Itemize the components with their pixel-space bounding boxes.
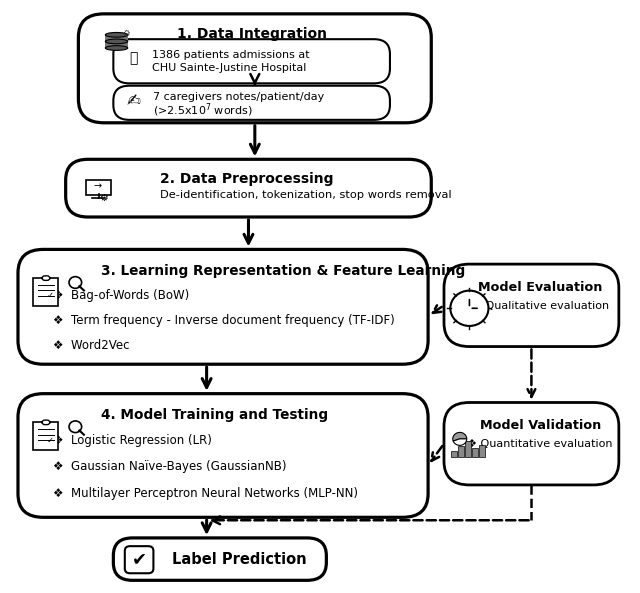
Text: ❖  Logistic Regression (LR): ❖ Logistic Regression (LR) bbox=[53, 433, 212, 447]
Text: ✓: ✓ bbox=[47, 291, 54, 301]
Wedge shape bbox=[453, 439, 467, 445]
Text: De-identification, tokenization, stop words removal: De-identification, tokenization, stop wo… bbox=[160, 190, 451, 200]
Text: ✓: ✓ bbox=[47, 436, 54, 445]
Ellipse shape bbox=[106, 39, 128, 44]
FancyBboxPatch shape bbox=[106, 35, 128, 42]
Text: ❖  Bag-of-Words (BoW): ❖ Bag-of-Words (BoW) bbox=[53, 289, 189, 302]
FancyBboxPatch shape bbox=[42, 420, 50, 425]
Text: ❖  Gaussian Naïve-Bayes (GaussianNB): ❖ Gaussian Naïve-Bayes (GaussianNB) bbox=[53, 460, 287, 473]
FancyBboxPatch shape bbox=[479, 445, 484, 457]
FancyBboxPatch shape bbox=[33, 422, 58, 451]
Text: 🚹: 🚹 bbox=[129, 52, 138, 65]
Text: →: → bbox=[93, 181, 102, 192]
FancyBboxPatch shape bbox=[444, 403, 619, 485]
FancyBboxPatch shape bbox=[451, 451, 457, 457]
Text: Model Validation: Model Validation bbox=[479, 419, 601, 432]
Text: Model Evaluation: Model Evaluation bbox=[478, 280, 602, 294]
Text: ⚙: ⚙ bbox=[122, 30, 129, 39]
Text: ✔: ✔ bbox=[132, 550, 147, 568]
FancyBboxPatch shape bbox=[465, 441, 470, 457]
Text: ❖ Quantitative evaluation: ❖ Quantitative evaluation bbox=[467, 439, 613, 449]
Text: 1. Data Integration: 1. Data Integration bbox=[177, 27, 327, 41]
FancyBboxPatch shape bbox=[125, 546, 154, 573]
Text: ✍: ✍ bbox=[127, 92, 141, 110]
Text: Label Prediction: Label Prediction bbox=[172, 551, 307, 567]
Text: (>2.5x10$^7$ words): (>2.5x10$^7$ words) bbox=[153, 101, 253, 119]
Text: ❖  Word2Vec: ❖ Word2Vec bbox=[53, 339, 129, 352]
Ellipse shape bbox=[106, 46, 128, 50]
FancyBboxPatch shape bbox=[444, 264, 619, 346]
Text: CHU Sainte-Justine Hospital: CHU Sainte-Justine Hospital bbox=[152, 63, 306, 74]
FancyBboxPatch shape bbox=[458, 446, 463, 457]
FancyBboxPatch shape bbox=[18, 250, 428, 364]
FancyBboxPatch shape bbox=[33, 278, 58, 306]
FancyBboxPatch shape bbox=[106, 42, 128, 48]
Text: ⚙: ⚙ bbox=[99, 193, 108, 203]
Text: 1386 patients admissions at: 1386 patients admissions at bbox=[152, 50, 309, 60]
FancyBboxPatch shape bbox=[113, 39, 390, 84]
Text: 2. Data Preprocessing: 2. Data Preprocessing bbox=[160, 172, 333, 186]
FancyBboxPatch shape bbox=[113, 538, 326, 581]
FancyBboxPatch shape bbox=[18, 394, 428, 517]
Text: ❖ Qualitative evaluation: ❖ Qualitative evaluation bbox=[472, 301, 609, 311]
Wedge shape bbox=[452, 432, 467, 441]
Text: 7 caregivers notes/patient/day: 7 caregivers notes/patient/day bbox=[153, 92, 324, 102]
Ellipse shape bbox=[106, 33, 128, 37]
FancyBboxPatch shape bbox=[86, 180, 111, 195]
Text: ❖  Multilayer Perceptron Neural Networks (MLP-NN): ❖ Multilayer Perceptron Neural Networks … bbox=[53, 487, 358, 500]
Circle shape bbox=[451, 291, 488, 326]
FancyBboxPatch shape bbox=[113, 86, 390, 120]
FancyBboxPatch shape bbox=[472, 448, 477, 457]
Text: ❖  Term frequency - Inverse document frequency (TF-IDF): ❖ Term frequency - Inverse document freq… bbox=[53, 314, 395, 327]
FancyBboxPatch shape bbox=[78, 14, 431, 123]
Text: 3. Learning Representation & Feature Learning: 3. Learning Representation & Feature Lea… bbox=[100, 264, 465, 278]
Text: 4. Model Training and Testing: 4. Model Training and Testing bbox=[100, 409, 328, 422]
FancyBboxPatch shape bbox=[42, 276, 50, 280]
FancyBboxPatch shape bbox=[66, 160, 431, 217]
